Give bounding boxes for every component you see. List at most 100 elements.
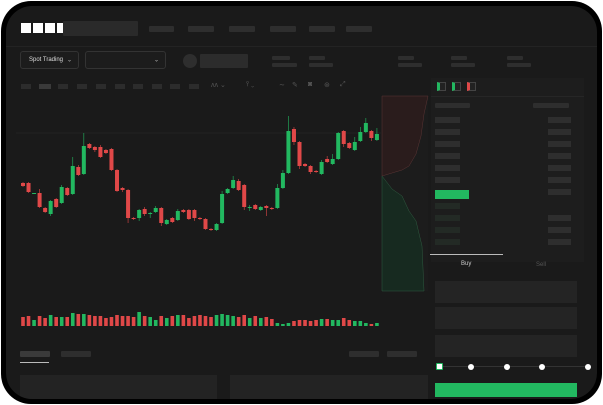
- bottom-tab[interactable]: [61, 351, 91, 357]
- volume-bar: [70, 313, 75, 326]
- slider-stop-50[interactable]: [504, 364, 510, 370]
- nav-item[interactable]: [309, 26, 335, 32]
- candle: [286, 116, 291, 174]
- volume-bar: [364, 323, 368, 326]
- candle: [220, 191, 225, 224]
- nav-item[interactable]: [346, 26, 372, 32]
- tab-buy[interactable]: Buy: [461, 261, 472, 267]
- nav-item[interactable]: [229, 26, 255, 32]
- order-book-row-price[interactable]: [435, 165, 460, 171]
- timeframe-button[interactable]: [58, 84, 68, 89]
- candle: [70, 157, 75, 195]
- volume-bar: [347, 320, 352, 326]
- order-book-row-amount: [548, 215, 571, 221]
- slider-stop-100[interactable]: [585, 364, 591, 370]
- nav-item[interactable]: [188, 26, 214, 32]
- candle-body: [181, 210, 186, 212]
- trading-mode-dropdown[interactable]: Spot Trading ⌄: [20, 51, 79, 69]
- slider-track[interactable]: [440, 366, 590, 367]
- bottom-filter[interactable]: [349, 351, 379, 357]
- okx-logo[interactable]: [21, 23, 67, 33]
- candle-body: [142, 209, 147, 214]
- timeframe-button[interactable]: [152, 84, 162, 89]
- indicator-icon[interactable]: ⫯ ⌄: [246, 81, 255, 88]
- order-book-row-price[interactable]: [435, 177, 460, 183]
- volume-bar: [59, 317, 64, 326]
- candle-body: [175, 211, 180, 220]
- search-bar[interactable]: [63, 21, 138, 36]
- order-book-both-icon[interactable]: [437, 82, 446, 91]
- candle-body: [214, 224, 219, 230]
- candle: [65, 187, 70, 196]
- candlestick-chart[interactable]: [6, 6, 597, 399]
- candle: [142, 207, 147, 216]
- volume-bar: [159, 316, 164, 326]
- amount-input[interactable]: [435, 307, 577, 329]
- volume-bar: [176, 315, 180, 326]
- candle-body: [269, 208, 274, 209]
- candle: [330, 154, 335, 165]
- tab-sell[interactable]: Sell: [536, 262, 547, 268]
- timeframe-button-active[interactable]: [39, 84, 51, 89]
- volume-bar: [120, 316, 125, 326]
- total-input[interactable]: [435, 335, 577, 357]
- volume-bar: [358, 321, 363, 326]
- settings-icon[interactable]: ⊛: [324, 82, 330, 89]
- depth-bids-area: [381, 175, 425, 292]
- candle-body: [225, 189, 230, 193]
- candle-body: [209, 229, 214, 230]
- order-book-row-amount: [548, 189, 571, 195]
- candle-body: [236, 181, 241, 190]
- timeframe-button[interactable]: [189, 84, 199, 89]
- timeframe-button[interactable]: [170, 84, 180, 89]
- order-book-row-price[interactable]: [435, 215, 460, 221]
- candle-body: [87, 144, 92, 148]
- timeframe-button[interactable]: [77, 84, 87, 89]
- slider-stop-75[interactable]: [539, 364, 545, 370]
- nav-item[interactable]: [270, 26, 296, 32]
- order-book-row-price[interactable]: [435, 141, 460, 147]
- order-book-row-price[interactable]: [435, 203, 460, 209]
- bottom-filter[interactable]: [387, 351, 417, 357]
- slider-stop-25[interactable]: [468, 364, 474, 370]
- candle-body: [253, 205, 258, 209]
- nav-item[interactable]: [149, 26, 174, 32]
- stat-value: [398, 63, 422, 67]
- pair-dropdown[interactable]: ⌄: [85, 51, 166, 69]
- timeframe-button[interactable]: [21, 84, 31, 89]
- candle-body: [43, 208, 48, 212]
- camera-icon[interactable]: ◙: [308, 81, 313, 88]
- timeframe-button[interactable]: [96, 84, 106, 89]
- candle: [26, 182, 31, 193]
- candle: [291, 127, 296, 145]
- timeframe-button[interactable]: [115, 84, 125, 89]
- fullscreen-icon[interactable]: ⤢: [340, 81, 346, 88]
- order-book-row-price[interactable]: [435, 153, 460, 159]
- buy-submit-button[interactable]: [435, 383, 577, 397]
- price-input[interactable]: [435, 281, 577, 303]
- volume-bar: [225, 315, 230, 326]
- candle: [325, 156, 330, 163]
- order-book-row-price[interactable]: [435, 239, 460, 245]
- candle-body: [330, 159, 335, 164]
- order-book-row-price[interactable]: [435, 227, 460, 233]
- line-tool-icon[interactable]: ∼: [279, 82, 285, 89]
- order-book-row-amount: [548, 117, 571, 123]
- order-book-asks-icon[interactable]: [467, 82, 476, 91]
- timeframe-button[interactable]: [133, 84, 143, 89]
- slider-handle[interactable]: [436, 363, 443, 370]
- order-book-row-price[interactable]: [435, 129, 460, 135]
- volume-bar: [126, 316, 130, 326]
- order-book-bids-icon[interactable]: [452, 82, 461, 91]
- stat-label: [309, 56, 325, 60]
- candle-body: [37, 193, 42, 207]
- chart-type-icon[interactable]: ʌʌ ⌄: [211, 82, 226, 89]
- candle-body: [264, 206, 269, 208]
- candle: [181, 209, 186, 213]
- candle: [32, 193, 37, 194]
- order-book-row-price[interactable]: [435, 117, 460, 123]
- volume-bar: [220, 314, 224, 326]
- pencil-icon[interactable]: ✎: [292, 82, 298, 89]
- bottom-tab-active[interactable]: [20, 351, 50, 357]
- volume-bar: [170, 316, 175, 326]
